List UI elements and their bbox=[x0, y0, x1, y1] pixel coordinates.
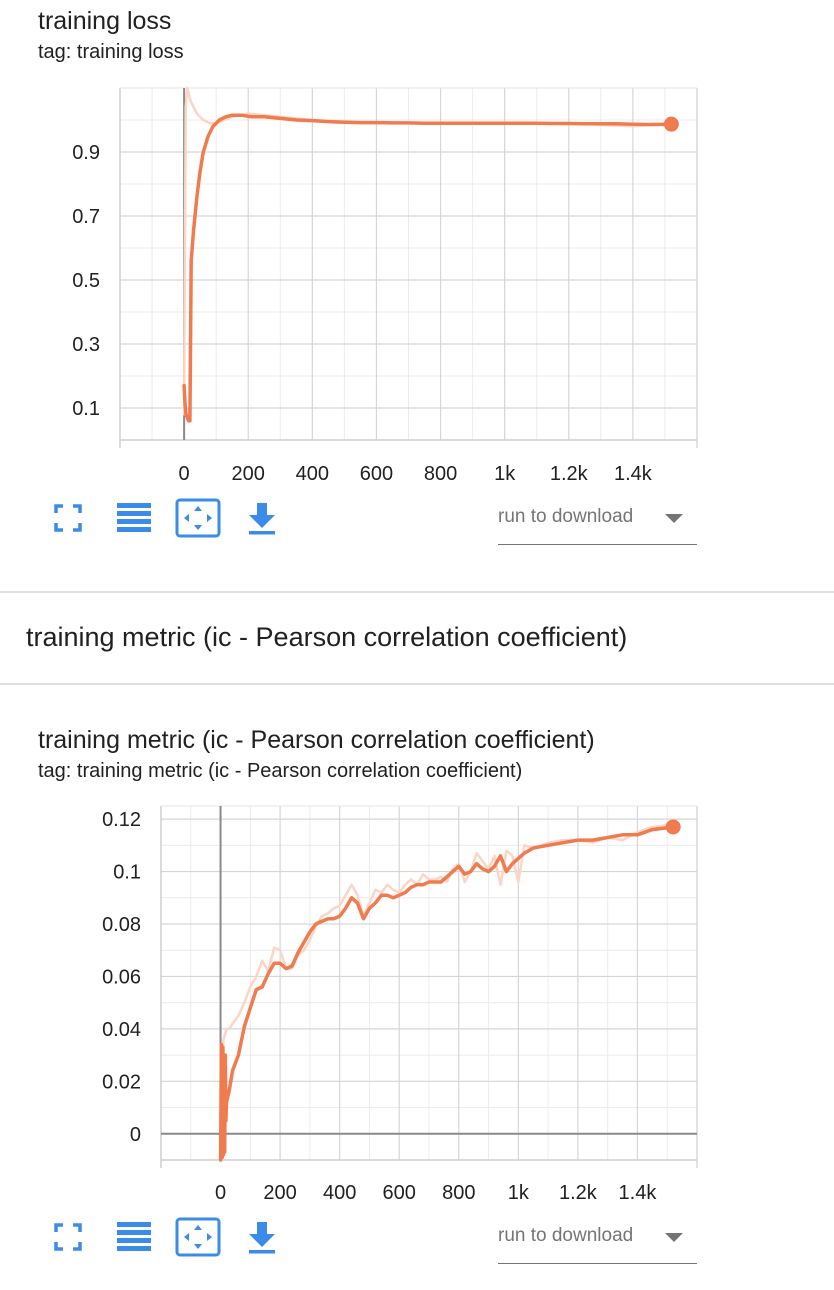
toggle-log-scale-button[interactable] bbox=[110, 494, 158, 542]
run-to-download-select[interactable]: run to download bbox=[498, 504, 697, 545]
x-tick-label: 0 bbox=[215, 1182, 226, 1204]
y-tick-label: 0.7 bbox=[72, 206, 100, 228]
run-select-label: run to download bbox=[498, 1225, 634, 1246]
card-title: training metric (ic - Pearson correlatio… bbox=[38, 726, 595, 754]
y-tick-label: 0.3 bbox=[72, 334, 100, 356]
line-chart-training-metric[interactable]: 0 0.02 0.04 0.06 0.08 0.1 0.12 0 200 400 600 800 1k 1… bbox=[0, 700, 834, 1220]
x-tick-label: 600 bbox=[360, 463, 393, 485]
list-icon bbox=[117, 503, 151, 532]
smoothed-series-line bbox=[218, 825, 675, 1162]
x-tick-label: 200 bbox=[263, 1182, 296, 1204]
fullscreen-button[interactable] bbox=[44, 1213, 92, 1261]
raw-series-line bbox=[219, 823, 675, 1149]
chevron-down-icon bbox=[665, 514, 683, 523]
run-select-label: run to download bbox=[498, 506, 634, 527]
grid bbox=[119, 87, 698, 448]
x-tick-label: 1k bbox=[508, 1182, 530, 1204]
download-button[interactable] bbox=[238, 494, 286, 542]
y-tick-label: 0.06 bbox=[102, 966, 141, 988]
y-tick-label: 0.5 bbox=[72, 270, 100, 292]
raw-series-line bbox=[182, 86, 673, 416]
x-tick-label: 1.2k bbox=[550, 463, 589, 485]
run-to-download-select[interactable]: run to download bbox=[498, 1223, 697, 1264]
fullscreen-icon bbox=[54, 504, 82, 532]
last-point-marker bbox=[663, 116, 679, 132]
fit-domain-button[interactable] bbox=[174, 494, 222, 542]
card-title: training loss bbox=[38, 7, 172, 35]
chevron-down-icon bbox=[665, 1233, 683, 1242]
y-tick-label: 0.04 bbox=[102, 1019, 141, 1041]
list-icon bbox=[117, 1222, 151, 1251]
chart-toolbar: run to download bbox=[0, 494, 834, 545]
x-tick-label: 1k bbox=[494, 463, 516, 485]
fullscreen-button[interactable] bbox=[44, 494, 92, 542]
y-tick-label: 0.1 bbox=[72, 398, 100, 420]
y-tick-label: 0.9 bbox=[72, 142, 100, 164]
fullscreen-icon bbox=[54, 1223, 82, 1251]
x-tick-label: 400 bbox=[296, 463, 329, 485]
x-tick-label: 800 bbox=[442, 1182, 475, 1204]
y-tick-label: 0.02 bbox=[102, 1071, 141, 1093]
x-tick-label: 1.4k bbox=[614, 463, 653, 485]
download-icon bbox=[249, 503, 275, 535]
group-header[interactable]: training metric (ic - Pearson correlatio… bbox=[26, 622, 628, 652]
fit-domain-button[interactable] bbox=[174, 1213, 222, 1261]
y-tick-label: 0.08 bbox=[102, 914, 141, 936]
x-tick-label: 600 bbox=[383, 1182, 416, 1204]
section-divider bbox=[0, 591, 834, 593]
card-tag: tag: training metric (ic - Pearson corre… bbox=[38, 760, 523, 782]
download-button[interactable] bbox=[238, 1213, 286, 1261]
fit-domain-icon bbox=[175, 498, 221, 538]
x-tick-label: 1.2k bbox=[559, 1182, 598, 1204]
x-tick-label: 200 bbox=[232, 463, 265, 485]
section-divider bbox=[0, 683, 834, 685]
chart-card-training-metric: training metric (ic - Pearson correlatio… bbox=[0, 700, 834, 1280]
x-tick-label: 400 bbox=[323, 1182, 356, 1204]
y-tick-label: 0.12 bbox=[102, 809, 141, 831]
toggle-log-scale-button[interactable] bbox=[110, 1213, 158, 1261]
smoothed-series-line bbox=[182, 113, 674, 423]
chart-card-training-loss: training loss tag: training loss bbox=[0, 0, 834, 580]
line-chart-training-loss[interactable]: 0.1 0.3 0.5 0.7 0.9 0 200 400 600 800 1k 1.2k 1.4k bbox=[0, 0, 834, 500]
x-tick-label: 0 bbox=[179, 463, 190, 485]
fit-domain-icon bbox=[175, 1217, 221, 1257]
last-point-marker bbox=[665, 819, 681, 835]
download-icon bbox=[249, 1222, 275, 1254]
card-tag: tag: training loss bbox=[38, 41, 184, 63]
chart-toolbar: run to download bbox=[0, 1213, 834, 1264]
y-tick-label: 0.1 bbox=[113, 862, 141, 884]
grid bbox=[160, 805, 698, 1168]
x-tick-label: 800 bbox=[424, 463, 457, 485]
x-tick-label: 1.4k bbox=[619, 1182, 658, 1204]
y-tick-label: 0 bbox=[130, 1124, 141, 1146]
